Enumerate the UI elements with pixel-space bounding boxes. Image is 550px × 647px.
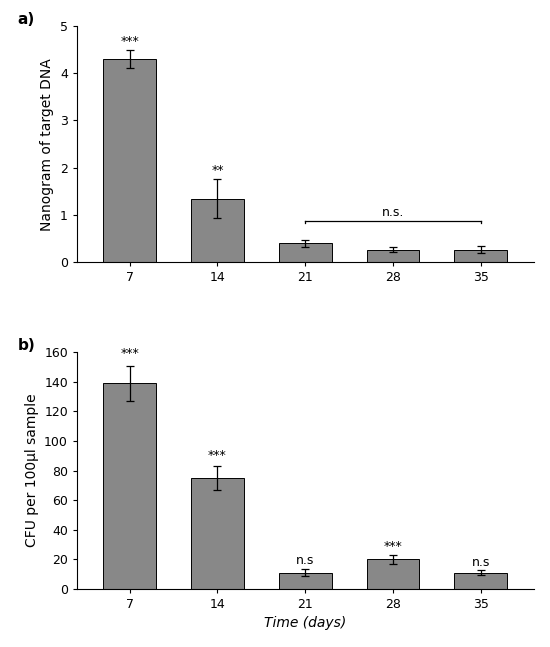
Bar xyxy=(191,478,244,589)
Bar xyxy=(103,59,156,263)
X-axis label: Time (days): Time (days) xyxy=(264,617,346,630)
Text: ***: *** xyxy=(384,540,403,553)
Y-axis label: Nanogram of target DNA: Nanogram of target DNA xyxy=(40,58,54,230)
Text: b): b) xyxy=(18,338,35,353)
Text: ***: *** xyxy=(120,35,139,48)
Y-axis label: CFU per 100µl sample: CFU per 100µl sample xyxy=(25,394,39,547)
Text: **: ** xyxy=(211,164,224,177)
Bar xyxy=(454,250,507,263)
Text: n.s: n.s xyxy=(296,554,315,567)
Bar xyxy=(279,243,332,263)
Text: a): a) xyxy=(18,12,35,27)
Bar xyxy=(454,573,507,589)
Text: n.s.: n.s. xyxy=(382,206,404,219)
Bar xyxy=(103,383,156,589)
Bar xyxy=(367,250,420,263)
Text: ***: *** xyxy=(208,448,227,462)
Text: n.s: n.s xyxy=(472,556,490,569)
Bar xyxy=(279,573,332,589)
Text: ***: *** xyxy=(120,347,139,360)
Bar xyxy=(367,559,420,589)
Bar xyxy=(191,199,244,263)
